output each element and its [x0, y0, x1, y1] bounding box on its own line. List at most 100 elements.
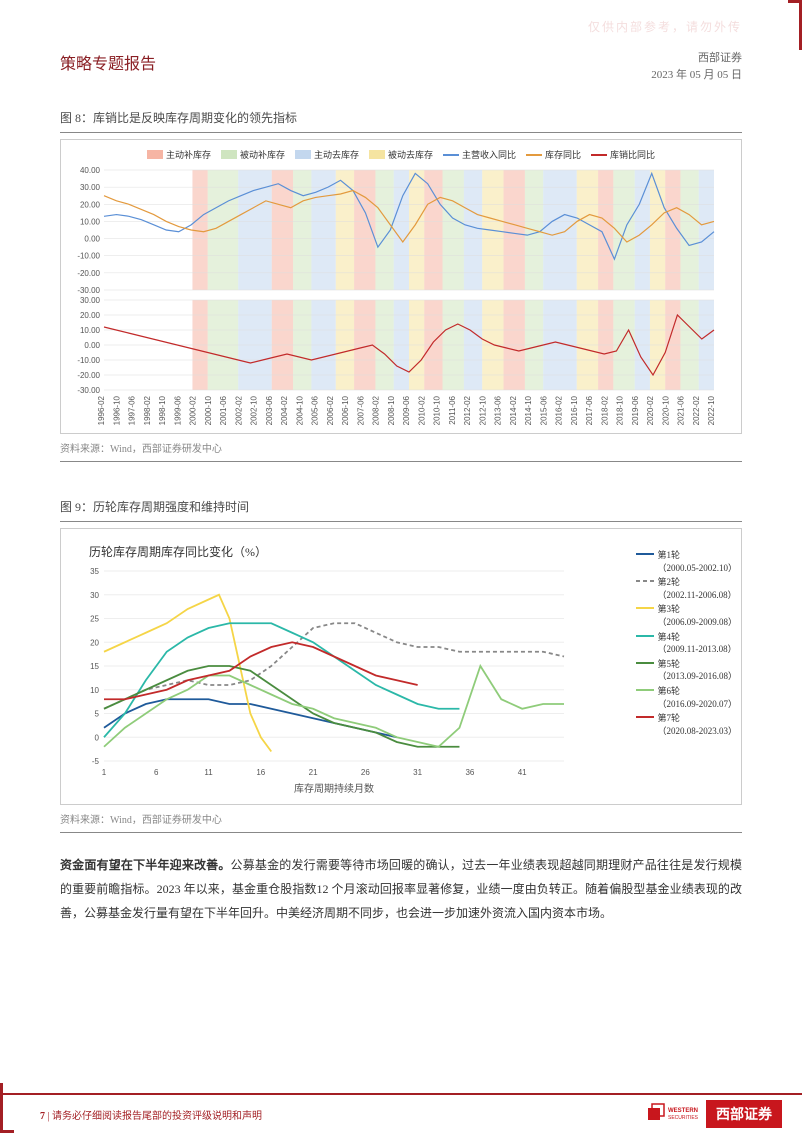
svg-text:2005-06: 2005-06: [311, 395, 320, 425]
svg-text:2021-06: 2021-06: [677, 395, 686, 425]
svg-text:1997-06: 1997-06: [128, 395, 137, 425]
svg-text:2006-02: 2006-02: [326, 395, 335, 425]
svg-text:2016-02: 2016-02: [555, 395, 564, 425]
corner-top-right: [788, 0, 802, 50]
svg-text:-20.00: -20.00: [77, 269, 100, 278]
svg-text:1998-10: 1998-10: [158, 395, 167, 425]
svg-text:30.00: 30.00: [80, 296, 101, 305]
para-lead: 资金面有望在下半年迎来改善。: [60, 858, 231, 872]
svg-text:2013-06: 2013-06: [494, 395, 503, 425]
svg-text:2000-02: 2000-02: [189, 395, 198, 425]
svg-text:2019-06: 2019-06: [631, 395, 640, 425]
svg-text:-10.00: -10.00: [77, 356, 100, 365]
watermark: 仅供内部参考，请勿外传: [588, 18, 742, 35]
fig9-title: 图 9：历轮库存周期强度和维持时间: [60, 492, 742, 522]
svg-text:-30.00: -30.00: [77, 386, 100, 395]
svg-text:20.00: 20.00: [80, 311, 101, 320]
svg-text:11: 11: [204, 768, 213, 777]
svg-text:6: 6: [154, 768, 159, 777]
svg-text:2002-10: 2002-10: [250, 395, 259, 425]
fig9-chart-title: 历轮库存周期库存同比变化（%）: [69, 537, 733, 566]
svg-text:2003-06: 2003-06: [265, 395, 274, 425]
svg-text:25: 25: [90, 615, 99, 624]
svg-text:1996-10: 1996-10: [112, 395, 121, 425]
svg-text:2017-06: 2017-06: [585, 395, 594, 425]
footer-brand: WESTERN SECURITIES 西部证券: [648, 1100, 782, 1128]
svg-text:2016-10: 2016-10: [570, 395, 579, 425]
svg-text:10: 10: [90, 686, 99, 695]
svg-text:35: 35: [90, 567, 99, 576]
svg-text:20.00: 20.00: [80, 200, 101, 209]
svg-text:2012-10: 2012-10: [478, 395, 487, 425]
page-header: 策略专题报告 西部证券 2023 年 05 月 05 日: [0, 0, 802, 83]
svg-text:2007-06: 2007-06: [356, 395, 365, 425]
svg-text:10.00: 10.00: [80, 217, 101, 226]
svg-text:-20.00: -20.00: [77, 371, 100, 380]
svg-text:20: 20: [90, 638, 99, 647]
svg-text:2011-06: 2011-06: [448, 395, 457, 424]
svg-text:2001-06: 2001-06: [219, 395, 228, 425]
svg-text:2022-02: 2022-02: [692, 395, 701, 425]
svg-text:2008-10: 2008-10: [387, 395, 396, 425]
svg-text:1: 1: [102, 768, 107, 777]
fig9-source: 资料来源：Wind，西部证券研发中心: [60, 805, 742, 833]
svg-text:2009-06: 2009-06: [402, 395, 411, 425]
svg-text:2020-02: 2020-02: [646, 395, 655, 425]
svg-text:-10.00: -10.00: [77, 252, 100, 261]
svg-text:2012-02: 2012-02: [463, 395, 472, 425]
svg-text:30: 30: [90, 591, 99, 600]
svg-text:2014-10: 2014-10: [524, 395, 533, 425]
fig9-legend: 第1轮（2000.05-2002.10）第2轮（2002.11-2006.08）…: [636, 549, 738, 739]
page-footer: 7 | 请务必仔细阅读报告尾部的投资评级说明和声明 WESTERN SECURI…: [0, 1093, 802, 1133]
svg-text:SECURITIES: SECURITIES: [668, 1115, 698, 1121]
svg-text:2010-10: 2010-10: [433, 395, 442, 425]
fig8-title: 图 8：库销比是反映库存周期变化的领先指标: [60, 103, 742, 133]
svg-text:2014-02: 2014-02: [509, 395, 518, 425]
fig8-svg: -30.00 -20.00 -10.00 0.00 10.00 20.00 30.00 40.…: [69, 165, 719, 425]
svg-text:2006-10: 2006-10: [341, 395, 350, 425]
brand-en: WESTERN: [668, 1108, 698, 1114]
svg-text:10.00: 10.00: [80, 326, 101, 335]
brand-cn: 西部证券: [706, 1100, 782, 1128]
brand-logo-icon: WESTERN SECURITIES: [648, 1102, 698, 1126]
svg-text:2008-02: 2008-02: [372, 395, 381, 425]
svg-text:2020-10: 2020-10: [661, 395, 670, 425]
body-paragraph: 资金面有望在下半年迎来改善。公募基金的发行需要等待市场回暖的确认，过去一年业绩表…: [60, 853, 742, 925]
svg-text:21: 21: [309, 768, 318, 777]
svg-text:2018-10: 2018-10: [616, 395, 625, 425]
svg-text:36: 36: [465, 768, 474, 777]
svg-text:0.00: 0.00: [84, 235, 100, 244]
svg-text:30.00: 30.00: [80, 183, 101, 192]
svg-text:1998-02: 1998-02: [143, 395, 152, 425]
svg-text:2010-02: 2010-02: [417, 395, 426, 425]
svg-text:2022-10: 2022-10: [707, 395, 716, 425]
svg-text:-5: -5: [92, 757, 100, 766]
svg-text:31: 31: [413, 768, 422, 777]
fig8-legend: 主动补库存被动补库存主动去库存被动去库存主营收入同比库存同比库销比同比: [69, 148, 733, 161]
svg-text:40.00: 40.00: [80, 166, 101, 175]
svg-text:26: 26: [361, 768, 370, 777]
svg-text:库存周期持续月数: 库存周期持续月数: [294, 782, 374, 795]
svg-text:41: 41: [518, 768, 527, 777]
svg-text:2018-02: 2018-02: [600, 395, 609, 425]
svg-text:16: 16: [256, 768, 265, 777]
footer-disclaimer: | 请务必仔细阅读报告尾部的投资评级说明和声明: [45, 1111, 262, 1122]
svg-text:5: 5: [95, 710, 100, 719]
svg-text:2002-02: 2002-02: [234, 395, 243, 425]
fig9-chart: 历轮库存周期库存同比变化（%） -50510152025303516111621…: [60, 528, 742, 805]
fig8-chart: 主动补库存被动补库存主动去库存被动去库存主营收入同比库存同比库销比同比 -30.…: [60, 139, 742, 434]
svg-text:1999-06: 1999-06: [173, 395, 182, 425]
svg-text:15: 15: [90, 662, 99, 671]
header-title: 策略专题报告: [60, 50, 156, 74]
svg-text:2004-02: 2004-02: [280, 395, 289, 425]
footer-text: 7 | 请务必仔细阅读报告尾部的投资评级说明和声明: [40, 1107, 648, 1122]
header-meta: 西部证券 2023 年 05 月 05 日: [651, 50, 742, 83]
header-date: 2023 年 05 月 05 日: [651, 67, 742, 84]
content: 图 8：库销比是反映库存周期变化的领先指标 主动补库存被动补库存主动去库存被动去…: [0, 83, 802, 925]
svg-text:2004-10: 2004-10: [295, 395, 304, 425]
svg-text:1996-02: 1996-02: [97, 395, 106, 425]
svg-text:2015-06: 2015-06: [539, 395, 548, 425]
svg-text:2000-10: 2000-10: [204, 395, 213, 425]
svg-text:0.00: 0.00: [84, 341, 100, 350]
svg-text:0: 0: [95, 733, 100, 742]
